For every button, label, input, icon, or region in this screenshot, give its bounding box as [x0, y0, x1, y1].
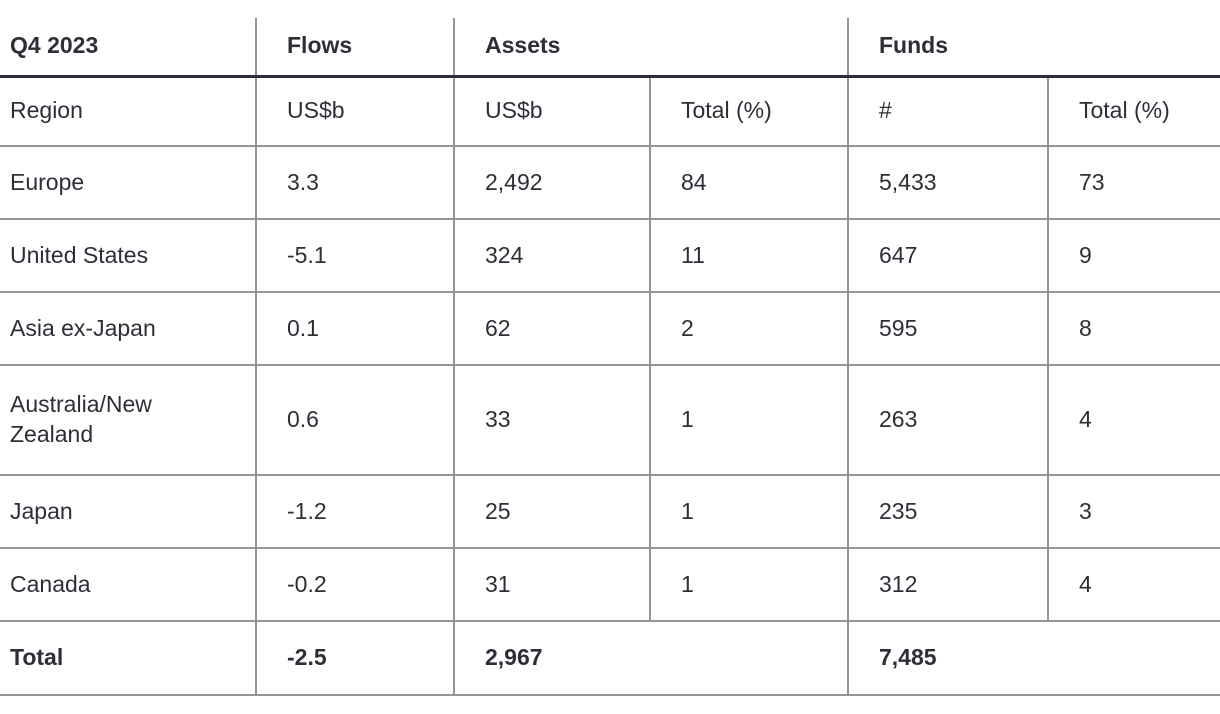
cell-funds: 647: [848, 219, 1049, 293]
cell-flows: -1.2: [256, 475, 455, 549]
column-header-assets-unit: US$b: [454, 76, 651, 147]
total-row: Total -2.5 2,967 7,485: [0, 621, 1220, 696]
cell-flows: 3.3: [256, 146, 455, 220]
cell-funds: 5,433: [848, 146, 1049, 220]
cell-funds: 263: [848, 365, 1049, 476]
cell-funds: 595: [848, 292, 1049, 366]
cell-assets-pct: 1: [650, 365, 849, 476]
cell-funds-pct: 4: [1048, 365, 1220, 476]
table-row: Canada -0.2 31 1 312 4: [0, 548, 1220, 622]
cell-region: Japan: [0, 475, 257, 549]
cell-assets-pct: 84: [650, 146, 849, 220]
table-row: Asia ex-Japan 0.1 62 2 595 8: [0, 292, 1220, 366]
cell-assets: 2,492: [454, 146, 651, 220]
column-header-flows-unit: US$b: [256, 76, 455, 147]
table-row: Europe 3.3 2,492 84 5,433 73: [0, 146, 1220, 220]
cell-flows: 0.1: [256, 292, 455, 366]
cell-assets: 62: [454, 292, 651, 366]
cell-assets-pct: 1: [650, 548, 849, 622]
header-group-row: Q4 2023 Flows Assets Funds: [0, 18, 1220, 78]
cell-flows: -0.2: [256, 548, 455, 622]
cell-assets-pct: 11: [650, 219, 849, 293]
cell-total-assets: 2,967: [454, 621, 849, 696]
cell-region: Canada: [0, 548, 257, 622]
table-title: Q4 2023: [0, 18, 257, 78]
table-row: United States -5.1 324 11 647 9: [0, 219, 1220, 293]
cell-funds-pct: 73: [1048, 146, 1220, 220]
cell-funds: 312: [848, 548, 1049, 622]
cell-region: Asia ex-Japan: [0, 292, 257, 366]
cell-total-funds: 7,485: [848, 621, 1220, 696]
column-header-region: Region: [0, 76, 257, 147]
cell-funds-pct: 9: [1048, 219, 1220, 293]
regional-etf-table: Q4 2023 Flows Assets Funds Region US$b U…: [0, 18, 1220, 696]
table-row: Australia/New Zealand 0.6 33 1 263 4: [0, 365, 1220, 476]
cell-region: Europe: [0, 146, 257, 220]
cell-assets: 324: [454, 219, 651, 293]
cell-region: Australia/New Zealand: [0, 365, 257, 476]
cell-region: United States: [0, 219, 257, 293]
table-row: Japan -1.2 25 1 235 3: [0, 475, 1220, 549]
column-header-assets-pct: Total (%): [650, 76, 849, 147]
cell-funds-pct: 3: [1048, 475, 1220, 549]
cell-assets-pct: 2: [650, 292, 849, 366]
cell-funds: 235: [848, 475, 1049, 549]
column-group-assets: Assets: [454, 18, 849, 78]
cell-assets-pct: 1: [650, 475, 849, 549]
cell-assets: 31: [454, 548, 651, 622]
cell-flows: 0.6: [256, 365, 455, 476]
cell-total-label: Total: [0, 621, 257, 696]
cell-total-flows: -2.5: [256, 621, 455, 696]
subheader-row: Region US$b US$b Total (%) # Total (%): [0, 76, 1220, 147]
column-header-funds-count: #: [848, 76, 1049, 147]
cell-assets: 25: [454, 475, 651, 549]
column-header-funds-pct: Total (%): [1048, 76, 1220, 147]
cell-funds-pct: 8: [1048, 292, 1220, 366]
cell-flows: -5.1: [256, 219, 455, 293]
column-group-flows: Flows: [256, 18, 455, 78]
cell-funds-pct: 4: [1048, 548, 1220, 622]
cell-assets: 33: [454, 365, 651, 476]
column-group-funds: Funds: [848, 18, 1220, 78]
